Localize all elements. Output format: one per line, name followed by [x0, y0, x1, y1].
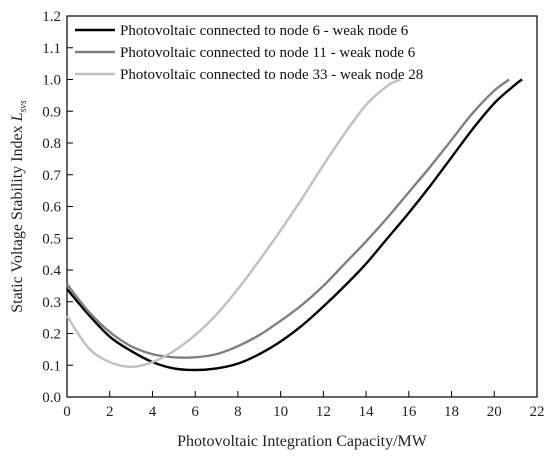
x-tick-label: 16: [401, 404, 417, 420]
y-tick-label: 0.7: [42, 168, 61, 184]
series-line-1: [66, 78, 523, 372]
y-tick-label: 0.1: [42, 358, 61, 374]
series-line-2: [66, 78, 510, 359]
x-tick-label: 12: [316, 404, 331, 420]
legend-entry-3: Photovoltaic connected to node 33 - weak…: [120, 67, 423, 83]
y-axis-label: Static Voltage Stability Index Lsvs: [9, 100, 29, 313]
y-tick-label: 0.0: [42, 390, 61, 406]
series-layer: [66, 78, 523, 372]
x-tick-label: 14: [359, 404, 375, 420]
x-tick-label: 20: [487, 404, 502, 420]
y-tick-label: 0.2: [42, 327, 61, 343]
x-tick-label: 2: [106, 404, 114, 420]
y-tick-label: 1.2: [42, 9, 61, 25]
y-axis-label-main: Static Voltage Stability Index: [9, 121, 26, 312]
x-tick-label: 6: [191, 404, 199, 420]
x-axis-label: Photovoltaic Integration Capacity/MW: [177, 433, 428, 450]
y-tick-label: 0.6: [42, 200, 61, 216]
y-axis-label-subscript: svs: [18, 100, 29, 112]
y-tick-label: 0.9: [42, 104, 61, 120]
y-tick-label: 1.1: [42, 41, 61, 57]
y-tick-label: 1.0: [42, 73, 61, 89]
x-tick-label: 22: [530, 404, 545, 420]
y-tick-label: 0.3: [42, 295, 61, 311]
series-line-3: [66, 78, 401, 369]
x-tick-label: 10: [273, 404, 288, 420]
x-tick-label: 4: [149, 404, 157, 420]
y-tick-label: 0.4: [42, 263, 61, 279]
x-tick-label: 8: [234, 404, 242, 420]
y-tick-label: 0.8: [42, 136, 61, 152]
x-tick-label: 18: [444, 404, 459, 420]
legend: Photovoltaic connected to node 6 - weak …: [75, 23, 423, 83]
legend-entry-2: Photovoltaic connected to node 11 - weak…: [120, 45, 416, 61]
y-axis-ticks: 0.0 0.1 0.2 0.3 0.4 0.5 0.6 0.7 0.8 0.9 1.0 1.1 1.2: [42, 9, 73, 406]
x-tick-label: 0: [63, 404, 71, 420]
plot-area: 0 2 4 6 8 10 12 14 16 18 20 22 0.00.10.20.30.40.50.…: [42, 9, 544, 420]
legend-entry-1: Photovoltaic connected to node 6 - weak …: [120, 23, 409, 39]
x-axis-ticks: 0 2 4 6 8 10 12 14 16 18 20 22: [63, 391, 545, 420]
y-tick-label: 0.5: [42, 231, 61, 247]
y-axis-label-symbol: L: [9, 112, 26, 122]
